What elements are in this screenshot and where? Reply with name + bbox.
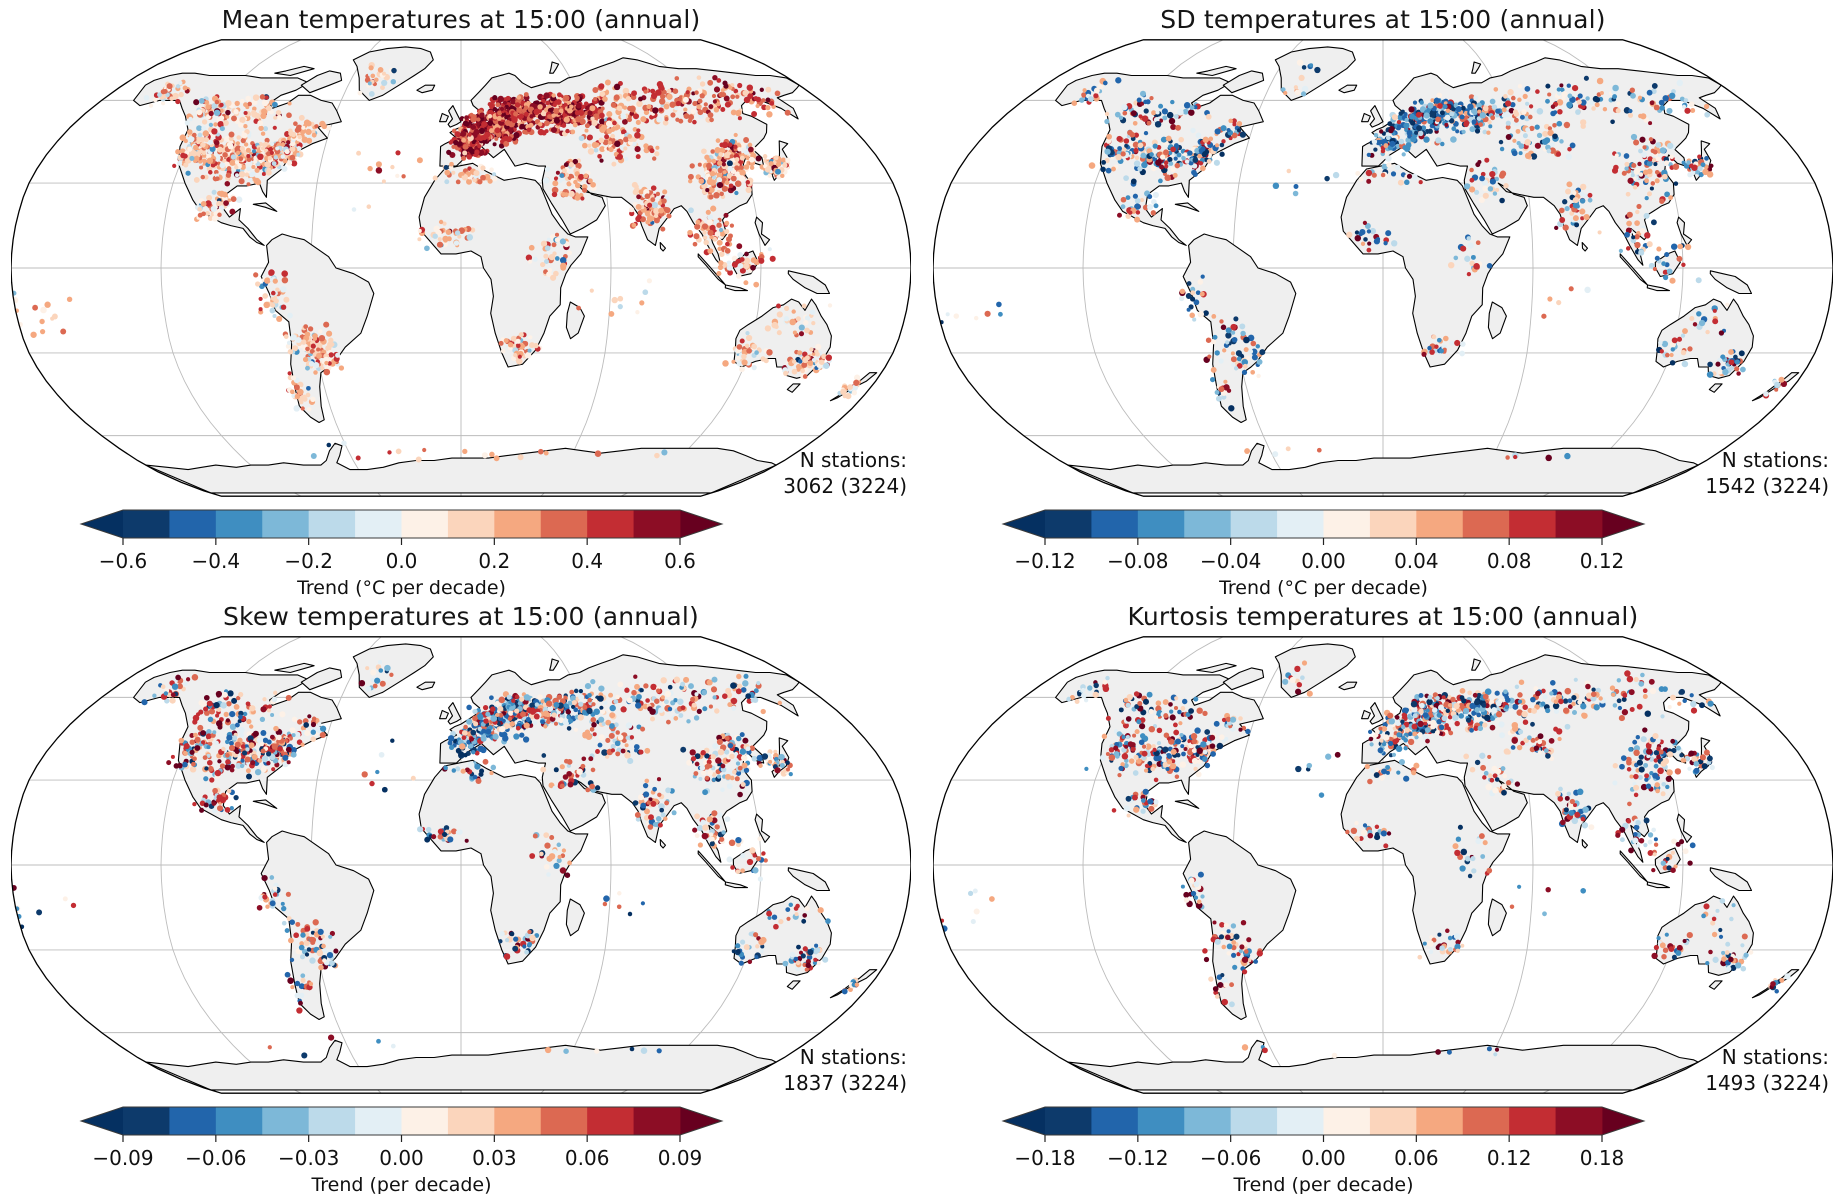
colorbar-tick-label: 0.6	[664, 549, 696, 573]
colorbar-tick-label: 0.06	[565, 1146, 610, 1170]
map-boundary	[933, 636, 1833, 1094]
colorbar-tick-label: −0.6	[99, 549, 148, 573]
map-boundary	[933, 39, 1833, 497]
stations-label: N stations:	[1721, 448, 1829, 472]
panel-mean: Mean temperatures at 15:00 (annual) N st…	[0, 0, 922, 597]
station-dots	[11, 660, 860, 1059]
colorbar-tick-label: 0.09	[658, 1146, 703, 1170]
colorbar-axis-label: Trend (°C per decade)	[1218, 577, 1428, 597]
colorbar-tick-label: −0.06	[1200, 1146, 1261, 1170]
colorbar-tick-label: 0.04	[1394, 549, 1439, 573]
world-map-kurtosis	[933, 636, 1833, 1094]
stations-count-mean: N stations: 3062 (3224)	[783, 447, 907, 499]
stations-label: N stations:	[1721, 1045, 1829, 1069]
colorbar-tick-label: 0.18	[1580, 1146, 1625, 1170]
map-area-skew: N stations: 1837 (3224)	[11, 636, 911, 1096]
world-map-skew	[11, 636, 911, 1094]
colorbar-tick-label: 0.03	[472, 1146, 517, 1170]
world-map-mean	[11, 39, 911, 497]
colorbar-tick-label: 0.4	[571, 549, 603, 573]
stations-count-skew: N stations: 1837 (3224)	[783, 1044, 907, 1096]
colorbar-mean: −0.6 −0.4 −0.2 0.0 0.2 0.4 0.6 Trend (°C per de…	[79, 509, 724, 597]
graticule	[11, 636, 911, 1094]
colorbar-tick-label: −0.4	[192, 549, 241, 573]
stations-value: 1542 (3224)	[1705, 474, 1829, 498]
colorbar-tick-label: −0.03	[278, 1146, 339, 1170]
station-dots	[11, 61, 862, 463]
stations-value: 1837 (3224)	[783, 1071, 907, 1095]
colorbar-tick-label: −0.18	[1014, 1146, 1075, 1170]
colorbar-axis-label: Trend (per decade)	[1232, 1174, 1413, 1194]
panel-title-sd: SD temperatures at 15:00 (annual)	[1160, 5, 1606, 34]
stations-label: N stations:	[799, 1045, 907, 1069]
colorbar-tick-label: 0.2	[478, 549, 510, 573]
graticule	[933, 39, 1833, 497]
colorbar-tick-label: −0.12	[1107, 1146, 1168, 1170]
colorbar-tick-label: 0.12	[1487, 1146, 1532, 1170]
colorbar-axis-label: Trend (°C per decade)	[296, 577, 506, 597]
colorbar-tick-label: 0.06	[1394, 1146, 1439, 1170]
colorbar-tick-label: −0.09	[92, 1146, 153, 1170]
colorbar-tick-label: 0.0	[386, 549, 418, 573]
colorbar-axis-label: Trend (per decade)	[310, 1174, 491, 1194]
stations-count-sd: N stations: 1542 (3224)	[1705, 447, 1829, 499]
panel-skew: Skew temperatures at 15:00 (annual) N st…	[0, 597, 922, 1195]
colorbar-sd: −0.12 −0.08 −0.04 0.00 0.04 0.08 0.12 Trend (°C…	[1001, 509, 1646, 597]
colorbar-kurtosis: −0.18 −0.12 −0.06 0.00 0.06 0.12 0.18 Trend (pe…	[1001, 1106, 1646, 1194]
colorbar-tick-label: 0.00	[1301, 1146, 1346, 1170]
panel-title-skew: Skew temperatures at 15:00 (annual)	[222, 602, 700, 631]
station-dots	[939, 59, 1788, 462]
map-boundary	[11, 39, 911, 497]
map-boundary	[11, 636, 911, 1094]
panel-kurtosis: Kurtosis temperatures at 15:00 (annual) …	[922, 597, 1844, 1195]
stations-value: 1493 (3224)	[1705, 1071, 1829, 1095]
colorbar-tick-label: 0.08	[1487, 549, 1532, 573]
panel-sd: SD temperatures at 15:00 (annual) N stat…	[922, 0, 1844, 597]
colorbar-tick-label: 0.00	[1301, 549, 1346, 573]
colorbar-tick-label: −0.04	[1200, 549, 1261, 573]
colorbar-tick-label: −0.2	[284, 549, 333, 573]
map-area-kurtosis: N stations: 1493 (3224)	[933, 636, 1833, 1096]
panel-title-mean: Mean temperatures at 15:00 (annual)	[221, 5, 701, 34]
panel-title-kurtosis: Kurtosis temperatures at 15:00 (annual)	[1127, 602, 1639, 631]
colorbar-tick-label: 0.00	[379, 1146, 424, 1170]
graticule	[933, 636, 1833, 1094]
stations-value: 3062 (3224)	[783, 474, 907, 498]
colorbar-tick-label: −0.08	[1107, 549, 1168, 573]
stations-count-kurtosis: N stations: 1493 (3224)	[1705, 1044, 1829, 1096]
colorbar-tick-label: 0.12	[1580, 549, 1625, 573]
graticule	[11, 39, 911, 497]
map-area-sd: N stations: 1542 (3224)	[933, 39, 1833, 499]
colorbar-tick-label: −0.12	[1014, 549, 1075, 573]
colorbar-skew: −0.09 −0.06 −0.03 0.00 0.03 0.06 0.09 Trend (pe…	[79, 1106, 724, 1194]
stations-label: N stations:	[799, 448, 907, 472]
map-area-mean: N stations: 3062 (3224)	[11, 39, 911, 499]
station-dots	[939, 660, 1791, 1059]
world-map-sd	[933, 39, 1833, 497]
colorbar-tick-label: −0.06	[185, 1146, 246, 1170]
